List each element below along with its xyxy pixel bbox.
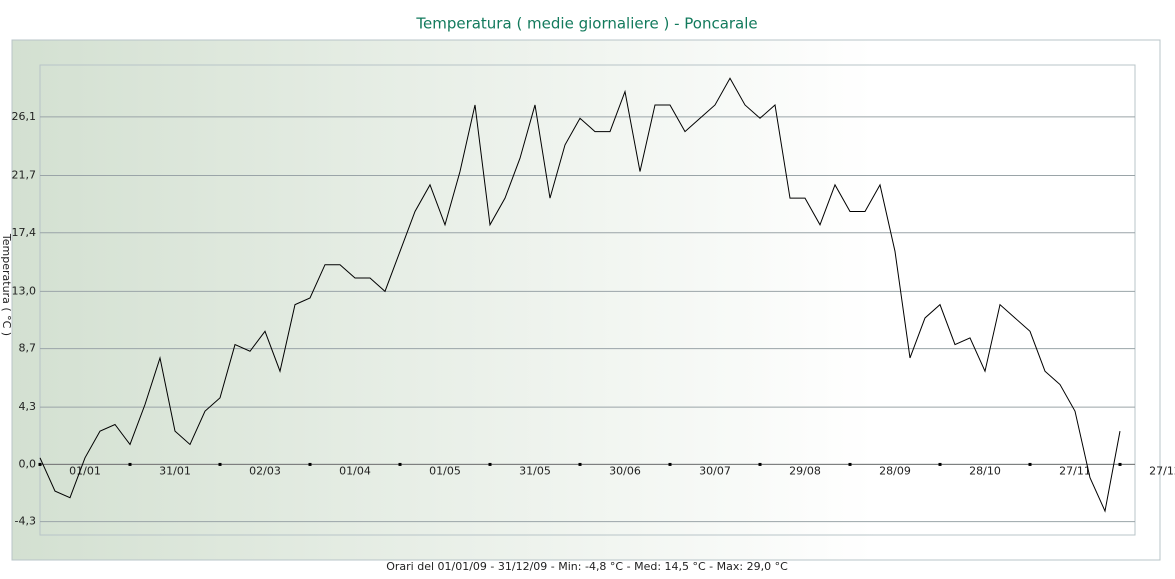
y-tick-label: 26,1 [12,110,37,123]
x-tick [1028,462,1032,466]
plot-area [39,64,1136,536]
y-tick-label: 0,0 [19,457,37,470]
y-tick-label: 13,0 [12,284,37,297]
x-tick [488,462,492,466]
y-tick-label: 17,4 [12,226,37,239]
x-tick-label: 01/05 [429,464,461,477]
x-tick [758,462,762,466]
y-axis-label: Temperatura ( °C ) [0,233,13,336]
y-tick-label: 4,3 [19,400,37,413]
chart-title: Temperatura ( medie giornaliere ) - Ponc… [415,15,757,33]
x-tick [668,462,672,466]
x-tick [398,462,402,466]
x-tick-label: 28/10 [969,464,1001,477]
x-tick-label: 30/07 [699,464,731,477]
x-tick-label: 31/01 [159,464,191,477]
x-tick [128,462,132,466]
x-tick-label: 01/01 [69,464,101,477]
x-tick-label: 01/04 [339,464,371,477]
y-tick-label: -4,3 [15,515,36,528]
y-tick-label: 8,7 [19,342,37,355]
x-tick-label: 27/12 [1149,464,1175,477]
temperature-line [39,77,1121,513]
x-tick-label: 31/05 [519,464,551,477]
x-tick-label: 27/11 [1059,464,1091,477]
x-tick-label: 28/09 [879,464,911,477]
footer: Orari del 01/01/09 - 31/12/09 - Min: -4,… [386,560,788,573]
x-tick-label: 02/03 [249,464,281,477]
y-tick-label: 21,7 [12,169,37,182]
panel [11,39,1161,561]
x-tick [848,462,852,466]
x-tick-label: 29/08 [789,464,821,477]
x-tick [38,462,42,466]
x-tick [1118,462,1122,466]
x-tick [308,462,312,466]
x-tick [938,462,942,466]
x-tick [578,462,582,466]
x-tick-label: 30/06 [609,464,641,477]
x-tick [218,462,222,466]
